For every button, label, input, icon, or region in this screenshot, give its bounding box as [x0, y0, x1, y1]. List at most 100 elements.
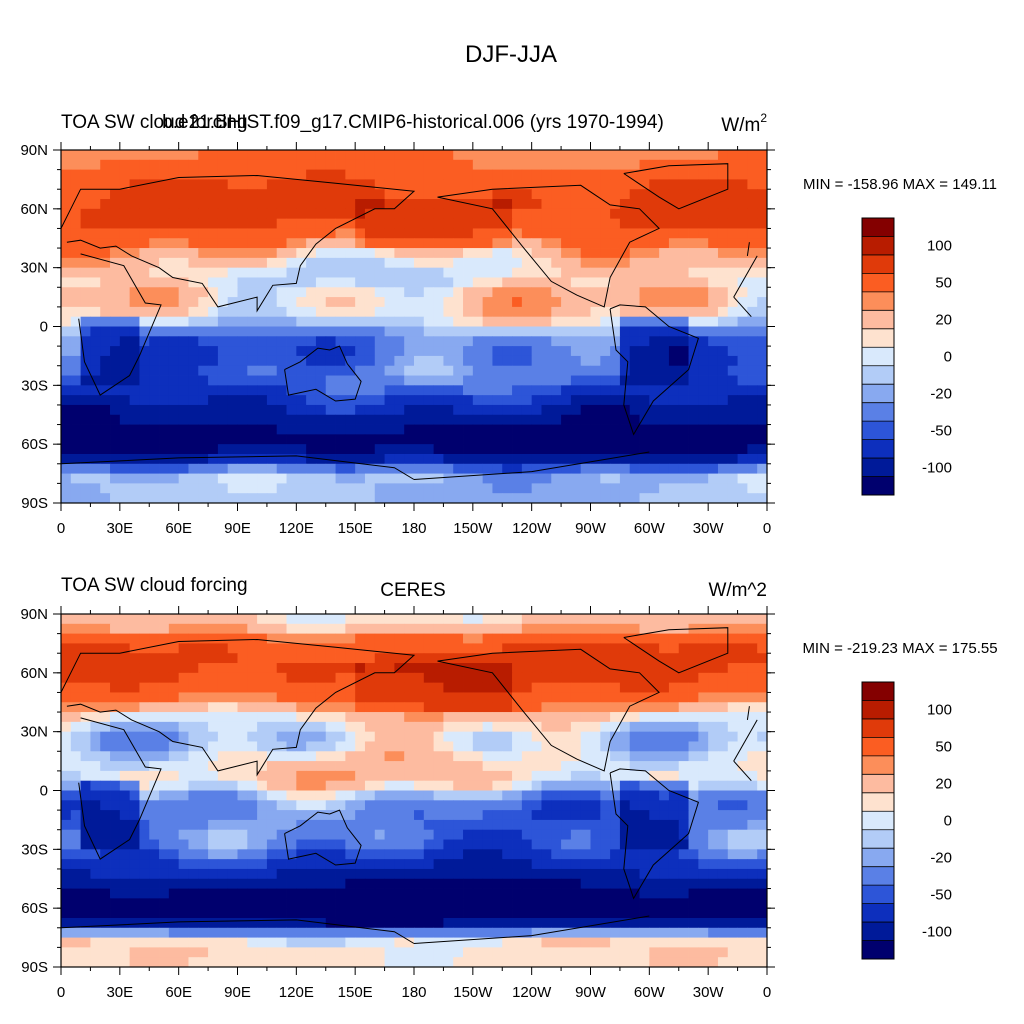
field-cell — [590, 424, 601, 435]
field-cell — [639, 375, 650, 386]
field-cell — [306, 751, 317, 762]
field-cell — [541, 790, 552, 801]
field-cell — [757, 238, 768, 249]
field-cell — [492, 277, 503, 288]
field-cell — [678, 702, 689, 713]
field-cell — [443, 434, 454, 445]
field-cell — [551, 463, 562, 474]
field-cell — [668, 810, 680, 821]
field-cell — [531, 346, 542, 357]
field-cell — [747, 672, 758, 684]
field-cell — [443, 761, 454, 772]
field-cell — [717, 898, 729, 909]
field-cell — [100, 780, 111, 791]
field-cell — [512, 199, 523, 210]
field-cell — [315, 663, 327, 674]
field-cell — [237, 355, 248, 367]
field-cell — [737, 365, 748, 376]
field-cell — [70, 898, 82, 909]
field-cell — [70, 453, 82, 465]
field-cell — [570, 653, 582, 664]
field-cell — [757, 287, 768, 298]
field-cell — [747, 287, 758, 298]
field-cell — [414, 306, 425, 318]
field-cell — [698, 878, 709, 889]
field-cell — [639, 741, 650, 752]
field-cell — [757, 819, 768, 831]
field-cell — [139, 770, 150, 782]
field-cell — [492, 829, 503, 840]
field-cell — [139, 316, 150, 327]
field-cell — [698, 702, 709, 713]
field-cell — [531, 810, 542, 821]
field-cell — [423, 682, 435, 693]
x-tick-label: 150W — [453, 520, 493, 537]
field-cell — [512, 682, 523, 693]
field-cell — [345, 493, 356, 504]
field-cell — [492, 306, 503, 318]
field-cell — [668, 199, 680, 210]
field-cell — [276, 169, 287, 180]
field-cell — [276, 888, 287, 899]
field-cell — [590, 663, 601, 674]
field-cell — [659, 248, 670, 259]
field-cell — [590, 199, 601, 210]
field-cell — [237, 868, 248, 880]
field-cell — [325, 414, 336, 425]
field-cell — [80, 819, 91, 831]
field-cell — [61, 150, 72, 161]
field-cell — [698, 493, 709, 504]
field-cell — [110, 692, 121, 703]
field-cell — [482, 346, 493, 357]
field-cell — [208, 731, 219, 742]
field-cell — [580, 483, 591, 494]
field-cell — [610, 218, 621, 229]
field-cell — [394, 908, 405, 919]
field-cell — [325, 297, 336, 308]
field-cell — [708, 473, 719, 484]
field-cell — [708, 761, 719, 772]
field-cell — [335, 453, 346, 465]
field-cell — [394, 238, 405, 249]
field-cell — [178, 898, 189, 909]
field-cell — [757, 692, 768, 703]
field-cell — [110, 663, 121, 674]
field-cell — [335, 810, 346, 821]
field-cell — [521, 682, 533, 693]
field-cell — [110, 179, 121, 190]
field-cell — [286, 306, 297, 318]
field-cell — [757, 682, 768, 693]
field-cell — [217, 365, 229, 376]
field-cell — [80, 159, 91, 171]
field-cell — [110, 493, 121, 504]
field-cell — [757, 306, 768, 318]
field-cell — [443, 326, 454, 337]
field-cell — [659, 888, 670, 899]
field-cell — [355, 355, 366, 367]
field-cell — [247, 761, 258, 772]
field-cell — [570, 267, 582, 278]
field-cell — [188, 712, 199, 723]
field-cell — [159, 633, 170, 644]
colorbar-swatch — [862, 310, 894, 330]
field-cell — [610, 355, 621, 367]
field-cell — [355, 424, 366, 435]
field-cell — [678, 434, 689, 445]
field-cell — [629, 741, 640, 752]
field-cell — [580, 682, 591, 693]
field-cell — [737, 702, 748, 713]
field-cell — [276, 365, 287, 376]
field-cell — [649, 444, 660, 455]
field-cell — [747, 355, 758, 367]
field-cell — [708, 248, 719, 259]
field-cell — [168, 179, 180, 190]
field-cell — [423, 770, 435, 782]
field-cell — [168, 878, 180, 889]
field-cell — [531, 326, 542, 337]
field-cell — [414, 169, 425, 180]
field-cell — [149, 731, 160, 742]
field-cell — [433, 493, 444, 504]
field-cell — [649, 208, 660, 220]
field-cell — [129, 208, 140, 220]
field-cell — [433, 868, 444, 880]
